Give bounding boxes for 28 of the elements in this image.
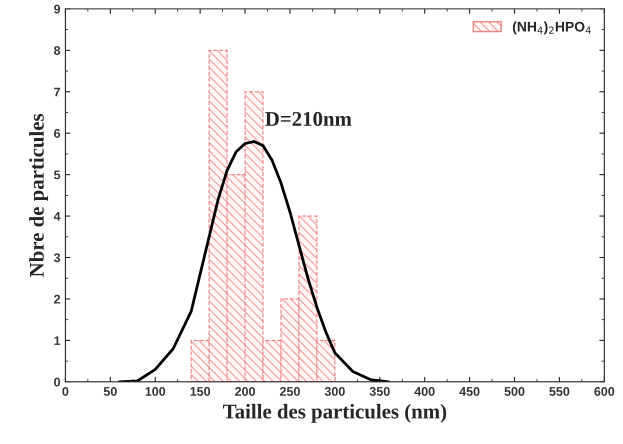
y-tick-label: 1 (54, 336, 60, 345)
y-tick-label: 7 (54, 88, 60, 96)
x-tick-label: 500 (504, 387, 524, 396)
x-tick-label: 300 (324, 387, 345, 396)
x-tick-label: 400 (414, 387, 435, 396)
x-tick-label: 50 (104, 387, 117, 396)
y-tick-label: 3 (54, 253, 60, 262)
y-tick-label: 6 (54, 129, 60, 138)
x-tick-label: 350 (370, 387, 390, 396)
y-tick-label: 5 (54, 170, 60, 180)
y-tick-label: 0 (54, 378, 60, 386)
x-tick-label: 100 (146, 387, 166, 396)
x-tick-label: 600 (594, 387, 614, 396)
y-axis-title: Nbre de particules (29, 114, 48, 277)
x-tick-label: 200 (235, 387, 255, 396)
x-tick-label: 450 (459, 387, 480, 396)
y-tick-label: 2 (54, 294, 60, 304)
y-tick-label: 8 (54, 46, 60, 55)
x-tick-label: 150 (190, 387, 210, 396)
annotation: D=210nm (265, 112, 352, 126)
legend-label: (NH$_{4}$)$_{2}$HPO$_{4}$ (512, 21, 591, 34)
y-tick-label: 4 (54, 212, 60, 221)
x-axis-title: Taille des particules (nm) (223, 404, 446, 423)
x-tick-label: 550 (549, 387, 570, 396)
y-tick-label: 9 (54, 4, 60, 14)
x-tick-label: 0 (62, 387, 68, 396)
line-series (118, 140, 390, 382)
x-tick-label: 250 (280, 387, 300, 396)
